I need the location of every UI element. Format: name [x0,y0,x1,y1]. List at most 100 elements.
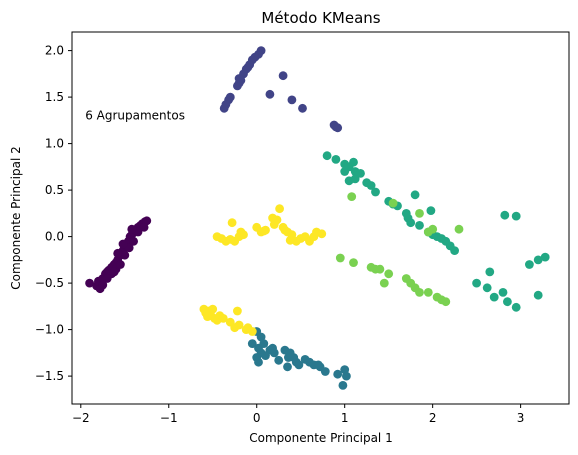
scatter-point-cluster-3 [482,283,492,293]
scatter-point-cluster-3 [340,167,350,176]
y-tick-label: −1.0 [35,323,64,337]
scatter-point-cluster-4 [454,224,464,234]
scatter-point-cluster-5 [218,314,228,323]
y-axis: −1.5 −1.0 −0.5 0.0 0.5 1.0 1.5 2.0 [35,44,72,383]
scatter-point-cluster-5 [227,218,237,228]
scatter-point-cluster-4 [375,264,385,274]
scatter-point-cluster-2 [294,360,304,370]
scatter-point-cluster-3 [500,210,510,220]
scatter-point-cluster-2 [247,339,257,348]
scatter-point-cluster-5 [203,312,212,321]
scatter-point-cluster-3 [350,174,360,184]
scatter-point-cluster-2 [333,369,343,379]
chart-title: Método KMeans [261,9,380,27]
scatter-point-cluster-3 [426,206,436,216]
cluster-count-annotation: 6 Agrupamentos [85,109,185,123]
plot-frame [71,31,570,405]
x-tick-label: 2 [429,411,437,425]
scatter-point-cluster-5 [272,215,282,225]
scatter-point-cluster-1 [233,81,242,91]
x-tick-label: 3 [517,411,525,425]
x-tick-label: 0 [253,411,261,425]
scatter-point-cluster-3 [498,288,508,297]
scatter-point-cluster-2 [261,351,270,360]
scatter-point-cluster-0 [102,274,112,283]
scatter-point-cluster-0 [113,248,123,258]
y-tick-label: 0.5 [45,183,64,197]
scatter-point-cluster-3 [533,290,543,300]
scatter-point-cluster-4 [347,192,357,202]
y-tick-label: −1.5 [35,369,64,383]
scatter-point-cluster-3 [410,190,420,200]
plot-area [85,46,550,390]
x-axis-label: Componente Principal 1 [249,431,392,445]
scatter-point-cluster-0 [98,280,108,290]
scatter-point-cluster-0 [120,250,130,260]
scatter-point-cluster-1 [243,62,253,72]
scatter-point-cluster-4 [415,209,424,218]
scatter-point-cluster-1 [219,103,229,113]
scatter-point-cluster-1 [333,123,343,133]
x-tick-label: −1 [160,411,178,425]
scatter-point-cluster-5 [285,235,295,245]
scatter-point-cluster-2 [274,355,284,365]
scatter-point-cluster-3 [503,297,512,307]
scatter-point-cluster-5 [234,320,244,330]
scatter-point-cluster-0 [129,236,139,246]
scatter-point-cluster-0 [127,224,137,234]
x-tick-label: −2 [72,411,90,425]
scatter-point-cluster-3 [356,169,365,178]
scatter-point-cluster-5 [247,327,257,336]
scatter-point-cluster-1 [234,74,244,83]
x-tick-label: 1 [341,411,349,425]
scatter-point-cluster-1 [278,71,288,81]
scatter-point-cluster-4 [379,278,389,288]
scatter-point-cluster-2 [269,348,279,358]
y-tick-label: 0.0 [45,230,64,244]
scatter-point-cluster-5 [233,306,242,316]
scatter-point-cluster-2 [259,339,269,348]
scatter-point-cluster-1 [287,95,297,105]
x-axis: −2 −1 0 1 2 3 [72,404,524,425]
scatter-point-cluster-4 [335,253,345,263]
scatter-point-cluster-0 [85,278,94,288]
y-tick-label: 2.0 [45,44,64,58]
scatter-point-cluster-4 [441,297,451,307]
scatter-point-cluster-3 [406,218,416,228]
scatter-point-cluster-0 [139,222,149,232]
scatter-point-cluster-3 [322,151,332,161]
scatter-point-cluster-5 [280,225,290,235]
scatter-point-cluster-3 [450,246,459,256]
scatter-point-cluster-0 [118,239,128,249]
scatter-point-cluster-3 [489,292,499,302]
scatter-point-cluster-4 [423,288,433,297]
scatter-point-cluster-3 [511,211,521,221]
scatter-point-cluster-3 [472,278,481,288]
scatter-point-cluster-5 [275,204,284,214]
scatter-point-cluster-2 [256,332,266,342]
scatter-point-cluster-4 [428,224,438,234]
scatter-point-cluster-1 [298,103,307,113]
scatter-point-cluster-2 [283,362,292,372]
scatter-point-cluster-0 [116,260,125,269]
scatter-point-cluster-2 [320,367,330,376]
scatter-point-cluster-3 [415,221,424,230]
scatter-point-cluster-5 [259,226,269,236]
scatter-point-cluster-2 [254,357,263,367]
y-tick-label: 1.5 [45,90,64,104]
scatter-point-cluster-5 [208,304,218,314]
scatter-point-cluster-4 [384,269,394,279]
scatter-point-cluster-3 [349,157,358,167]
scatter-point-cluster-2 [338,381,348,390]
scatter-point-cluster-4 [415,288,424,297]
scatter-point-cluster-3 [540,252,550,262]
scatter-point-cluster-2 [342,371,351,381]
scatter-point-cluster-4 [388,198,398,208]
scatter-point-cluster-3 [366,181,376,190]
scatter-point-cluster-4 [349,258,358,267]
scatter-point-cluster-5 [239,230,248,240]
scatter-point-cluster-3 [511,302,521,312]
scatter-point-cluster-3 [485,267,495,277]
scatter-point-cluster-0 [109,267,119,277]
